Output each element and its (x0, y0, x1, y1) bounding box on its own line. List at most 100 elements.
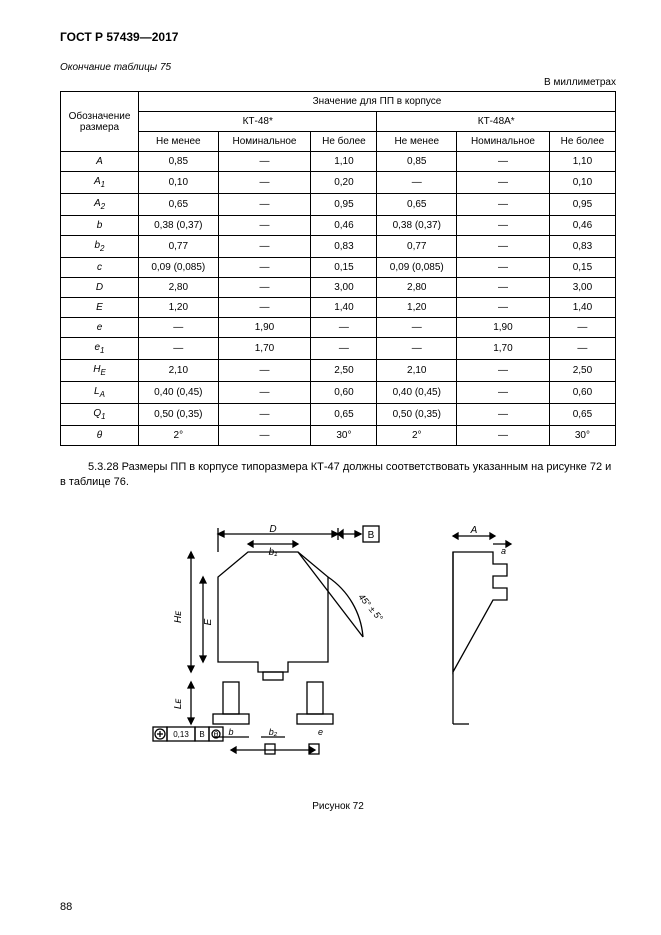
value-cell: — (218, 298, 311, 318)
param-cell: HE (61, 360, 139, 382)
table-row: E1,20—1,401,20—1,40 (61, 298, 616, 318)
value-cell: 3,00 (549, 278, 615, 298)
dimensions-table: Обозначение размера Значение для ПП в ко… (60, 91, 616, 446)
value-cell: 0,60 (549, 382, 615, 404)
value-cell: 0,20 (311, 172, 377, 194)
table-row: c0,09 (0,085)—0,150,09 (0,085)—0,15 (61, 258, 616, 278)
value-cell: — (139, 338, 219, 360)
value-cell: — (457, 298, 550, 318)
param-cell: e1 (61, 338, 139, 360)
table-row: Q10,50 (0,35)—0,650,50 (0,35)—0,65 (61, 404, 616, 426)
value-cell: 0,65 (377, 194, 457, 216)
table-row: b0,38 (0,37)—0,460,38 (0,37)—0,46 (61, 216, 616, 236)
param-cell: D (61, 278, 139, 298)
fig-label-angle: 45° ± 5° (356, 592, 385, 623)
value-cell: 2° (377, 426, 457, 446)
figure-caption: Рисунок 72 (60, 801, 616, 812)
value-cell: 1,20 (377, 298, 457, 318)
param-cell: E (61, 298, 139, 318)
value-cell: 0,65 (549, 404, 615, 426)
value-cell: 0,40 (0,45) (377, 382, 457, 404)
table-row: HE2,10—2,502,10—2,50 (61, 360, 616, 382)
page-number: 88 (60, 901, 72, 913)
value-cell: 1,70 (457, 338, 550, 360)
fig-label-tol-theta: θ (214, 730, 219, 739)
fig-label-e-small: e (318, 727, 323, 737)
value-cell: 1,40 (311, 298, 377, 318)
fig-label-tol: 0,13 (173, 730, 189, 739)
fig-label-a-small: a (501, 546, 506, 556)
header-max: Не более (311, 132, 377, 152)
table-row: e1—1,70——1,70— (61, 338, 616, 360)
value-cell: 0,46 (549, 216, 615, 236)
value-cell: 1,40 (549, 298, 615, 318)
header-nom: Номинальное (457, 132, 550, 152)
figure-72-drawing: D b₁ В Hᴇ E Lᴇ b b₂ e 0,13 В θ 45° ± 5° … (123, 522, 553, 782)
value-cell: — (218, 404, 311, 426)
value-cell: — (311, 318, 377, 338)
value-cell: — (457, 426, 550, 446)
table-row: A0,85—1,100,85—1,10 (61, 152, 616, 172)
value-cell: — (218, 360, 311, 382)
value-cell: — (377, 172, 457, 194)
value-cell: 0,15 (549, 258, 615, 278)
value-cell: 0,85 (139, 152, 219, 172)
value-cell: — (457, 236, 550, 258)
value-cell: 0,10 (549, 172, 615, 194)
header-min: Не менее (377, 132, 457, 152)
value-cell: — (139, 318, 219, 338)
value-cell: 0,85 (377, 152, 457, 172)
value-cell: 0,09 (0,085) (377, 258, 457, 278)
value-cell: 30° (311, 426, 377, 446)
value-cell: 0,46 (311, 216, 377, 236)
value-cell: — (457, 278, 550, 298)
header-kt48a: КТ-48А* (377, 112, 616, 132)
value-cell: 2,80 (139, 278, 219, 298)
value-cell: 2,10 (377, 360, 457, 382)
value-cell: 0,09 (0,085) (139, 258, 219, 278)
value-cell: 1,90 (457, 318, 550, 338)
value-cell: — (457, 194, 550, 216)
value-cell: — (549, 318, 615, 338)
value-cell: 2,50 (311, 360, 377, 382)
value-cell: 3,00 (311, 278, 377, 298)
value-cell: — (457, 258, 550, 278)
fig-label-le: Lᴇ (173, 698, 184, 709)
fig-label-a-cap: A (470, 525, 478, 536)
value-cell: — (218, 382, 311, 404)
table-row: θ2°—30°2°—30° (61, 426, 616, 446)
value-cell: 0,60 (311, 382, 377, 404)
header-max: Не более (549, 132, 615, 152)
value-cell: 0,65 (139, 194, 219, 216)
fig-label-b1: b₁ (269, 547, 278, 558)
header-min: Не менее (139, 132, 219, 152)
value-cell: — (457, 404, 550, 426)
param-cell: c (61, 258, 139, 278)
value-cell: 0,40 (0,45) (139, 382, 219, 404)
value-cell: — (218, 216, 311, 236)
value-cell: 1,70 (218, 338, 311, 360)
fig-label-d: D (269, 524, 276, 535)
param-cell: LA (61, 382, 139, 404)
param-cell: A2 (61, 194, 139, 216)
value-cell: — (218, 194, 311, 216)
table-row: A20,65—0,950,65—0,95 (61, 194, 616, 216)
param-cell: A (61, 152, 139, 172)
param-cell: b (61, 216, 139, 236)
value-cell: 0,77 (377, 236, 457, 258)
document-title: ГОСТ Р 57439—2017 (60, 30, 616, 44)
fig-label-tol-b: В (199, 730, 204, 739)
table-continuation-label: Окончание таблицы 75 (60, 62, 616, 73)
param-cell: Q1 (61, 404, 139, 426)
value-cell: — (218, 258, 311, 278)
value-cell: — (457, 216, 550, 236)
param-cell: A1 (61, 172, 139, 194)
fig-label-he: Hᴇ (173, 610, 184, 622)
value-cell: 0,77 (139, 236, 219, 258)
value-cell: — (218, 152, 311, 172)
fig-label-b2: b₂ (269, 727, 278, 737)
value-cell: 0,38 (0,37) (377, 216, 457, 236)
value-cell: 0,83 (311, 236, 377, 258)
value-cell: — (377, 318, 457, 338)
value-cell: 0,95 (311, 194, 377, 216)
